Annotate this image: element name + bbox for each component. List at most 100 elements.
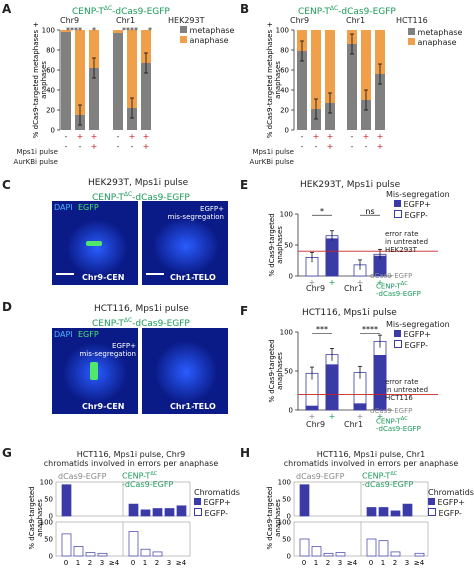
panel-b-title: CENP-TΔC-dCas9-EGFP — [298, 5, 396, 17]
scale-bar — [146, 273, 164, 275]
x-tick-label: 1 — [143, 559, 147, 567]
x-tick-label: 0 — [64, 559, 68, 567]
micrograph-c-caption-2: Chr1-TELO — [170, 273, 216, 282]
micrograph-d-chr9: DAPI EGFP EGFP+ mis-segregation Chr9-CEN — [52, 328, 138, 414]
panel-label-b: B — [240, 2, 250, 16]
panel-h-left-label: dCas9-EGFP — [296, 472, 345, 481]
panel-e-title: HEK293T, Mps1i pulse — [300, 180, 401, 190]
y-tick-label: 40 — [46, 87, 55, 95]
panel-f-error-note: error rate in untreated HCT116 — [385, 378, 429, 402]
panel-g-right-label: CENP-TΔC -dCas9-EGFP — [122, 471, 174, 489]
y-tick-label: 0 — [287, 513, 291, 521]
panel-b-row-aurkbi: AurKBi pulse — [249, 158, 294, 166]
micrograph-c-egfp: EGFP — [78, 203, 99, 212]
condition-mark: - — [117, 132, 120, 141]
nucleus-blob — [152, 217, 220, 275]
y-tick-label: 50 — [44, 536, 53, 544]
panel-e-chart: 0 50 100 % dCas9-targeted anaphases + + + + * ns — [268, 207, 438, 287]
x-tick-label: ≥4 — [347, 559, 358, 567]
bar-egfp-neg — [335, 552, 346, 557]
x-tick-label: 2 — [326, 559, 330, 567]
bar-egfp-neg — [152, 551, 163, 557]
panel-e-error-note: error rate in untreated HEK293T — [385, 230, 429, 254]
bar-egfp-neg — [323, 552, 334, 557]
panel-label-h: H — [240, 446, 251, 460]
panel-f-legend-neg: EGFP- — [394, 340, 428, 350]
bar-anaphase — [127, 30, 137, 108]
y-tick-label: 0 — [49, 513, 53, 521]
y-axis-label-line2: anaphases — [276, 226, 284, 264]
panel-g-legend-title: Chromatids — [194, 488, 240, 497]
bar-egfp-pos — [353, 403, 367, 411]
x-tick-label: 0 — [369, 559, 373, 567]
sig-label: ns — [365, 207, 374, 216]
condition-mark: - — [351, 132, 354, 141]
panel-e-row2: CENP-TΔC -dCas9-EGFP — [376, 281, 421, 299]
y-tick-label: 80 — [280, 47, 289, 55]
condition-mark: + — [327, 132, 334, 141]
y-tick-label: 40 — [280, 87, 289, 95]
x-tick-label: 2 — [393, 559, 397, 567]
panel-label-c: C — [2, 178, 11, 192]
y-axis-label: % dCas9-targeted metaphases + — [32, 22, 40, 139]
panel-f-title: HCT116, Mps1i pulse — [302, 308, 397, 318]
bar-metaphase — [375, 74, 385, 130]
y-tick-label: 0 — [287, 553, 291, 561]
condition-mark: + — [327, 142, 334, 151]
y-axis-label-line2: anaphases — [274, 499, 282, 537]
x-tick-label: ≥4 — [109, 559, 120, 567]
panel-a-title: CENP-TΔC-dCas9-EGFP — [72, 5, 170, 17]
panel-b-group-1: Chr9 — [290, 16, 310, 25]
micrograph-d-caption-1: Chr9-CEN — [82, 402, 125, 411]
bar-metaphase — [89, 68, 99, 130]
panel-c-subtitle: CENP-TΔC-dCas9-EGFP — [92, 191, 190, 203]
y-axis-label: % dCas9-targeted — [28, 486, 36, 549]
egfp-signal — [86, 241, 102, 246]
panel-b-chart: 0 20 40 60 80 100% dCas9-targeted metaphases … — [266, 22, 385, 151]
bar-egfp-neg — [73, 546, 84, 557]
panel-e-legend-title: Mis-segregation — [386, 190, 450, 199]
panel-label-f: F — [240, 304, 249, 318]
bar-egfp-pos — [366, 507, 377, 517]
bar-egfp-pos — [176, 505, 187, 517]
condition-mark: + — [377, 142, 384, 151]
condition-mark: + — [309, 412, 316, 421]
y-tick-label: 100 — [42, 27, 55, 35]
condition-mark: - — [65, 132, 68, 141]
x-tick-label: 3 — [167, 559, 171, 567]
condition-mark: + — [377, 278, 384, 287]
y-tick-label: 100 — [280, 211, 293, 219]
bar-metaphase — [347, 44, 357, 130]
bar-anaphase — [297, 30, 307, 51]
bar-egfp-neg — [311, 546, 322, 557]
panel-g-title: HCT116, Mps1i pulse, Chr9 chromatids invo… — [43, 450, 219, 468]
bar-metaphase — [61, 32, 71, 130]
bar-egfp-neg — [128, 531, 139, 557]
condition-mark: + — [129, 132, 136, 141]
y-axis-label-line2: anaphases — [36, 499, 44, 537]
bar-egfp-pos — [140, 509, 151, 517]
bar-metaphase — [361, 100, 371, 130]
y-axis-label-line2: anaphases — [40, 61, 48, 99]
bar-egfp-neg — [97, 552, 108, 557]
panel-f-legend-title: Mis-segregation — [386, 320, 450, 329]
y-tick-label: 50 — [282, 536, 291, 544]
x-tick-label: ≥4 — [176, 559, 187, 567]
condition-mark: + — [77, 132, 84, 141]
bar-egfp-pos — [152, 508, 163, 517]
bar-anaphase — [89, 30, 99, 68]
condition-mark: - — [65, 142, 68, 151]
x-tick-label: 0 — [302, 559, 306, 567]
panel-a-row-mps1i: Mps1i pulse — [16, 148, 58, 156]
bar-egfp-neg — [140, 548, 151, 557]
y-tick-label: 100 — [40, 479, 53, 487]
bar-metaphase — [325, 103, 335, 130]
condition-mark: - — [365, 142, 368, 151]
y-tick-label: 50 — [284, 242, 293, 250]
panel-h-legend-neg: EGFP- — [428, 508, 462, 518]
y-tick-label: 0 — [289, 407, 293, 415]
micrograph-d-note: EGFP+ mis-segregation — [79, 342, 136, 358]
y-tick-label: 0 — [51, 127, 55, 135]
scale-bar — [56, 273, 74, 275]
